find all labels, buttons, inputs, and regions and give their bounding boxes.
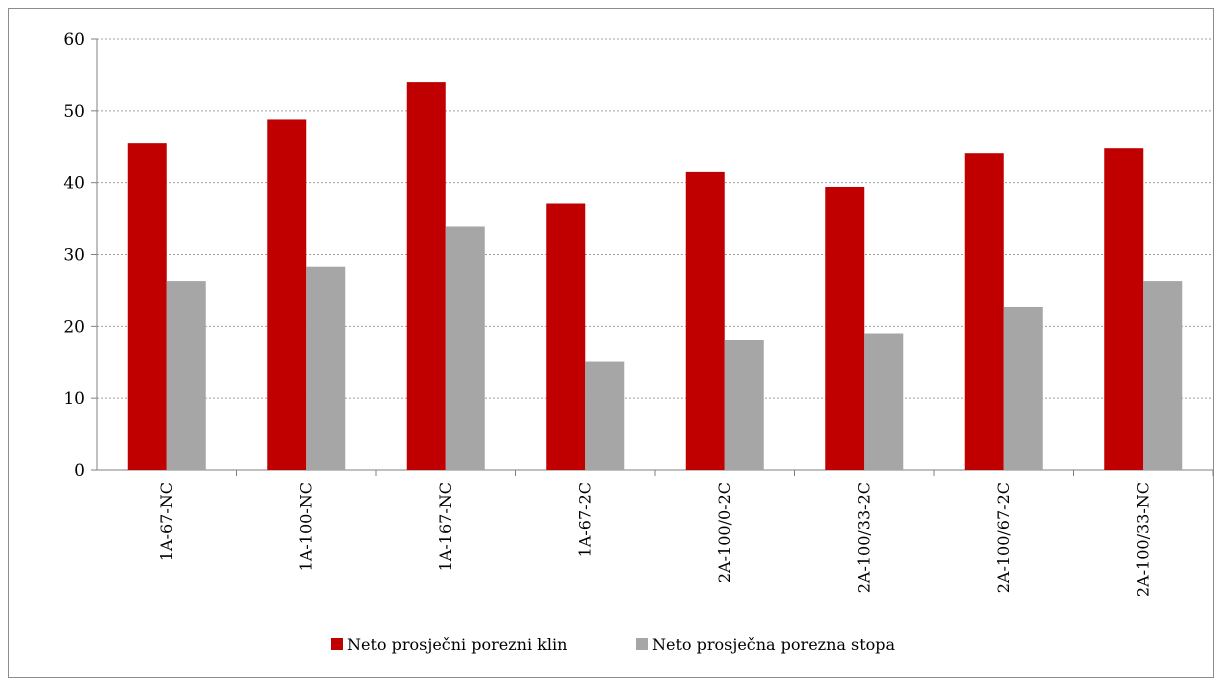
x-category-label: 2A-100/33-2C [854,482,873,593]
x-category-label: 1A-100-NC [296,482,315,571]
legend-swatch-2 [636,638,648,650]
bar-stopa-7 [1003,306,1043,470]
bar-klin-2 [267,119,307,470]
gridlines [97,38,1213,399]
x-category-label: 1A-67-2C [575,482,594,557]
y-tick-label: 40 [63,174,85,194]
x-category-label: 1A-67-NC [157,482,176,561]
bar-stopa-1 [166,281,206,470]
bar-stopa-2 [306,266,346,470]
y-tick-label: 0 [74,461,85,481]
x-category-label: 2A-100/33-NC [1133,482,1152,597]
x-category-label: 1A-167-NC [436,482,455,571]
bar-klin-7 [964,153,1004,470]
y-tick-label: 10 [63,389,85,409]
y-tick-label: 60 [63,30,85,50]
bar-chart: 0 10 20 30 40 50 60 1A-67-NC 1A-100-NC 1A-167-NC… [63,30,1214,654]
legend-swatch-1 [331,638,343,650]
chart-frame: 0 10 20 30 40 50 60 1A-67-NC 1A-100-NC 1A-167-NC… [8,8,1214,678]
y-tick-labels: 0 10 20 30 40 50 60 [63,30,85,481]
x-category-label: 2A-100/0-2C [715,482,734,583]
x-category-labels: 1A-67-NC 1A-100-NC 1A-167-NC 1A-67-2C 2A-100… [157,482,1153,597]
y-tick-label: 20 [63,317,85,337]
bar-klin-5 [685,171,725,470]
bars [127,82,1183,471]
axes [91,38,1214,476]
bar-stopa-5 [724,339,764,470]
bar-klin-8 [1104,148,1144,471]
bar-stopa-8 [1143,281,1183,470]
bar-klin-6 [825,186,865,470]
legend-label-2: Neto prosječna porezna stopa [652,635,896,654]
bar-stopa-4 [585,361,625,470]
bar-klin-1 [127,143,167,471]
bar-stopa-3 [445,226,485,470]
bar-klin-4 [546,203,586,470]
bar-klin-3 [406,82,446,470]
legend-label-1: Neto prosječni porezni klin [347,635,567,654]
y-tick-label: 50 [63,102,85,122]
y-tick-label: 30 [63,246,85,266]
bar-stopa-6 [864,333,904,470]
legend: Neto prosječni porezni klin Neto prosječn… [331,635,896,654]
x-category-label: 2A-100/67-2C [994,482,1013,593]
